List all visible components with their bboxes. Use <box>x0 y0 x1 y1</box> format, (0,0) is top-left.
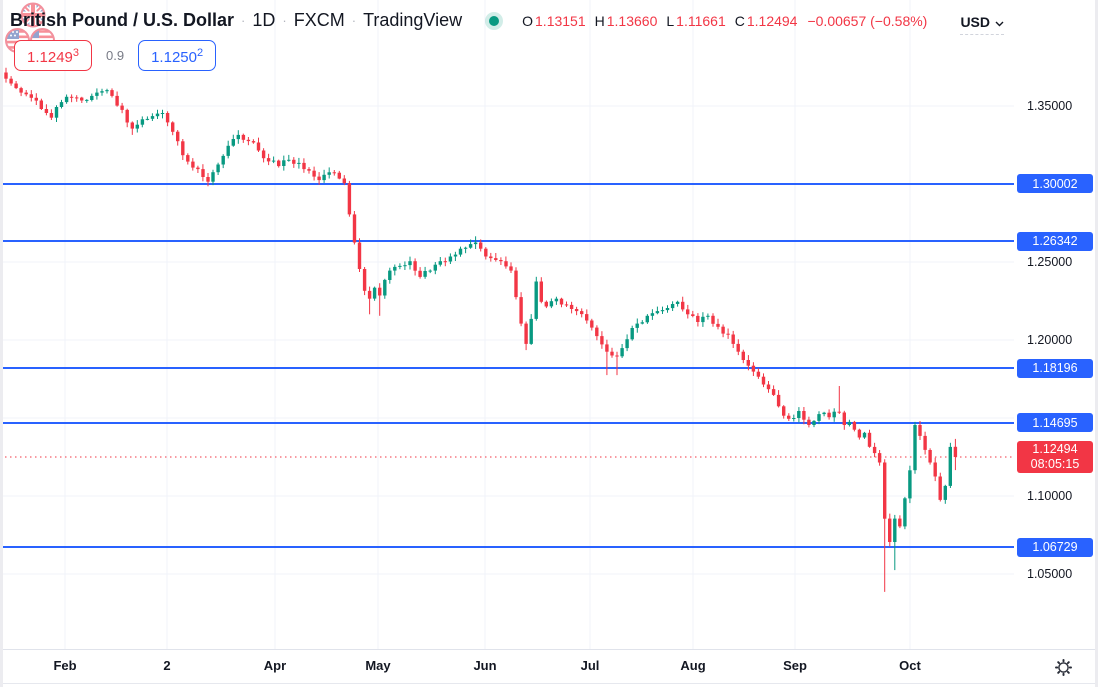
ohlc-values: O 1.13151 H 1.13660 L 1.11661 C 1.12494 … <box>522 13 927 29</box>
market-status-icon[interactable] <box>484 11 504 31</box>
uk-flag-icon <box>20 2 46 28</box>
bar-countdown: 08:05:15 <box>1030 457 1080 472</box>
left-edge-strip <box>0 0 3 687</box>
separator-dot: · <box>282 13 287 28</box>
price-tick-label: 1.20000 <box>1027 333 1073 347</box>
level-price-badge: 1.26342 <box>1017 231 1093 251</box>
time-tick-label: Apr <box>263 658 287 673</box>
time-tick-label: Oct <box>899 658 921 673</box>
candlestick-series <box>4 67 958 592</box>
grid <box>0 0 1014 649</box>
time-tick-label: May <box>365 658 391 673</box>
time-tick-label: Jun <box>473 658 497 673</box>
time-tick-label: Feb <box>53 658 77 673</box>
platform-label[interactable]: TradingView <box>363 10 463 30</box>
open-label: O <box>522 12 534 29</box>
sell-price-button[interactable]: 1.12493 <box>14 40 93 71</box>
time-tick-label: 2 <box>163 658 171 673</box>
low-value: 1.11661 <box>676 12 726 29</box>
close-value: 1.12494 <box>746 12 798 29</box>
separator-dot: · <box>241 13 246 28</box>
interval-label[interactable]: 1D <box>252 10 276 30</box>
close-label: C <box>734 12 745 29</box>
level-price-badge: 1.14695 <box>1017 413 1093 433</box>
chart-legend: British Pound / U.S. Dollar · 1D · FXCM … <box>10 10 927 71</box>
high-value: 1.13660 <box>606 12 658 29</box>
chart-settings-button[interactable] <box>1050 655 1076 679</box>
spread-value: 0.9 <box>106 48 125 63</box>
candlestick-chart[interactable] <box>0 0 1014 649</box>
last-price-value: 1.12494 <box>1032 442 1078 457</box>
currency-label: USD <box>960 14 990 30</box>
currency-selector[interactable]: USD <box>960 14 1004 35</box>
separator-dot: · <box>351 13 357 28</box>
level-price-badge: 1.18196 <box>1017 358 1093 378</box>
price-tick-label: 1.10000 <box>1027 489 1073 503</box>
exchange-label[interactable]: FXCM <box>293 10 345 30</box>
price-tick-label: 1.35000 <box>1027 99 1073 113</box>
open-value: 1.13151 <box>535 12 586 29</box>
time-tick-label: Aug <box>680 658 706 673</box>
market-status-dot <box>489 15 500 26</box>
bid-price-fraction: 3 <box>72 47 80 59</box>
level-price-badge: 1.30002 <box>1017 174 1093 194</box>
gear-icon <box>1054 658 1072 676</box>
right-edge-strip <box>1095 0 1098 687</box>
low-label: L <box>666 12 675 29</box>
bid-price: 1.1249 <box>27 49 73 66</box>
chart-canvas[interactable]: British Pound / U.S. Dollar · 1D · FXCM … <box>0 0 1014 649</box>
price-tick-label: 1.25000 <box>1027 255 1073 269</box>
time-axis-divider <box>0 683 1098 684</box>
high-label: H <box>594 12 605 29</box>
time-tick-label: Sep <box>783 658 807 673</box>
symbol-title[interactable]: British Pound / U.S. Dollar <box>10 10 235 30</box>
time-axis[interactable]: Feb 2 Apr May Jun Jul Aug Sep Oct <box>0 649 1098 687</box>
change-value: −0.00657 (−0.58%) <box>807 12 928 29</box>
price-tick-label: 1.05000 <box>1027 567 1073 581</box>
last-price-badge: 1.12494 08:05:15 <box>1017 441 1093 474</box>
ask-price-fraction: 2 <box>196 47 204 59</box>
ask-price: 1.1250 <box>151 49 197 66</box>
price-axis[interactable]: 1.35000 1.25000 1.20000 1.10000 1.05000 1.300… <box>1014 0 1098 649</box>
time-tick-label: Jul <box>580 658 600 673</box>
horizontal-level-lines[interactable] <box>0 183 1014 548</box>
level-price-badge: 1.06729 <box>1017 537 1093 557</box>
buy-price-button[interactable]: 1.12502 <box>138 40 217 71</box>
chevron-down-icon <box>995 14 1004 30</box>
